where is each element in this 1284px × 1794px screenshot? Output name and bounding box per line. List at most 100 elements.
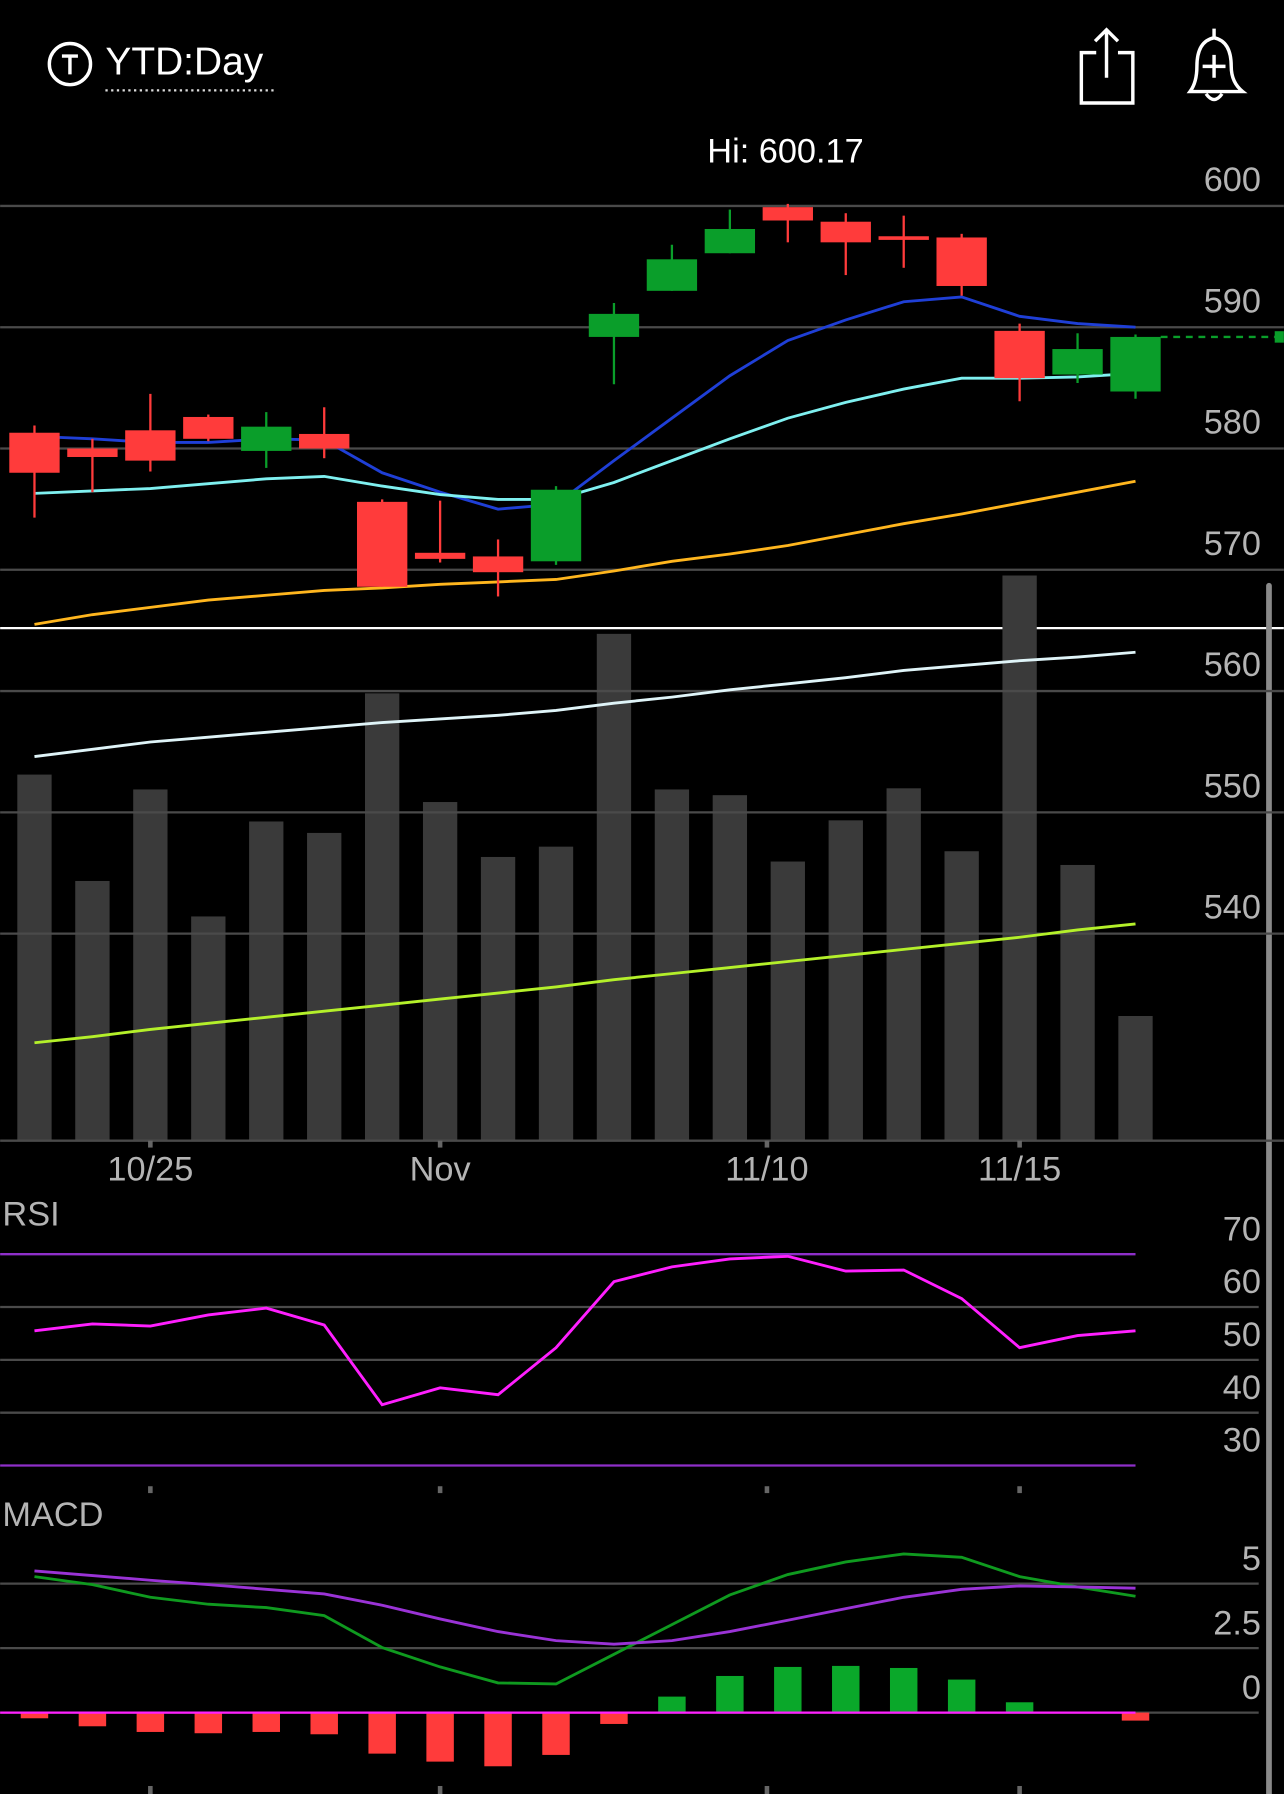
candle-body xyxy=(356,501,408,587)
candle-body xyxy=(67,448,118,457)
candle-body xyxy=(1110,336,1161,392)
timeframe-icon-glyph xyxy=(61,54,78,75)
y-tick-label: 540 xyxy=(1204,889,1261,927)
volume-bar xyxy=(17,774,52,1141)
volume-bar xyxy=(480,856,516,1141)
alert-button[interactable] xyxy=(1186,28,1248,102)
indicator-line xyxy=(34,1254,1136,1407)
volume-bar xyxy=(886,788,921,1141)
histogram-bar xyxy=(20,1712,49,1719)
volume-bar xyxy=(1118,1015,1153,1141)
histogram-bar xyxy=(484,1712,512,1767)
volume-bar xyxy=(75,880,110,1141)
candle-body xyxy=(820,221,871,243)
histogram-bar xyxy=(310,1712,338,1735)
indicator-line xyxy=(34,295,1136,511)
volume-bar xyxy=(596,633,632,1141)
volume-bar xyxy=(249,821,284,1141)
candle-body xyxy=(414,552,466,559)
candle-body xyxy=(762,207,813,221)
candle-body xyxy=(588,313,640,337)
indicator-line xyxy=(34,479,1136,626)
y-tick-label: 40 xyxy=(1223,1369,1261,1407)
bell-outline xyxy=(1186,36,1248,94)
candle-body xyxy=(704,228,756,254)
high-annotation: Hi: 600.17 xyxy=(707,132,863,170)
y-tick-label: 70 xyxy=(1223,1210,1261,1248)
y-tick-label: 0 xyxy=(1242,1669,1261,1707)
volume-bar xyxy=(133,789,168,1141)
y-tick-label: 550 xyxy=(1204,767,1261,805)
candle-body xyxy=(936,237,987,286)
timeframe-button[interactable]: YTD:Day xyxy=(47,40,275,92)
candle-body xyxy=(241,426,292,451)
histogram-bar xyxy=(716,1675,744,1713)
histogram-bar xyxy=(774,1666,802,1713)
x-tick-label: 11/15 xyxy=(978,1151,1061,1189)
volume-bar xyxy=(654,789,690,1141)
y-tick-label: 570 xyxy=(1204,525,1261,563)
histogram-bar xyxy=(889,1667,918,1713)
y-tick-label: 560 xyxy=(1204,646,1261,684)
indicator-line xyxy=(34,1552,1136,1686)
candle-body xyxy=(472,556,524,573)
volume-bar xyxy=(828,820,863,1141)
candle-body xyxy=(530,489,582,562)
y-tick-label: 50 xyxy=(1223,1316,1261,1354)
histogram-bar xyxy=(136,1712,165,1732)
histogram-bar xyxy=(368,1712,396,1754)
histogram-bar xyxy=(1121,1712,1150,1721)
volume-bar xyxy=(307,832,342,1141)
histogram-bar xyxy=(832,1665,860,1713)
candle-body xyxy=(125,430,176,461)
candle-body xyxy=(183,416,234,439)
x-tick-label: 11/10 xyxy=(725,1151,808,1189)
x-tick-label: 10/25 xyxy=(107,1151,193,1189)
histogram-bar xyxy=(600,1712,628,1724)
y-tick-label: 5 xyxy=(1242,1540,1261,1578)
candle-body xyxy=(1052,349,1103,375)
histogram-bar xyxy=(947,1679,976,1713)
panel-title: RSI xyxy=(2,1195,59,1233)
volume-bar xyxy=(422,802,458,1141)
histogram-bar xyxy=(78,1712,107,1727)
y-tick-label: 580 xyxy=(1204,404,1261,442)
y-tick-label: 30 xyxy=(1223,1422,1261,1460)
bell-plus xyxy=(1202,28,1226,102)
timeframe-icon xyxy=(47,41,93,87)
volume-bar xyxy=(538,846,574,1141)
candle-body xyxy=(9,432,60,473)
volume-bar xyxy=(770,861,805,1141)
histogram-bar xyxy=(1005,1702,1034,1713)
y-tick-label: 60 xyxy=(1223,1263,1261,1301)
panel-title: MACD xyxy=(2,1496,103,1534)
volume-bar xyxy=(365,693,400,1141)
timeframe-label: YTD:Day xyxy=(105,40,263,83)
histogram-bar xyxy=(426,1712,454,1762)
candle-body xyxy=(994,330,1045,379)
indicator-line xyxy=(34,922,1136,1045)
y-tick-label: 600 xyxy=(1204,161,1261,199)
share-arrow xyxy=(1093,27,1120,78)
candle-body xyxy=(878,236,929,240)
volume-bar xyxy=(1002,575,1037,1141)
volume-bar xyxy=(944,851,979,1141)
share-box xyxy=(1079,50,1135,105)
candle-body xyxy=(646,259,698,291)
histogram-bar xyxy=(252,1712,280,1732)
histogram-bar xyxy=(542,1712,570,1755)
histogram-bar xyxy=(194,1712,223,1734)
volume-bar xyxy=(191,916,226,1141)
indicator-line xyxy=(34,371,1136,501)
volume-bar xyxy=(1060,864,1095,1141)
share-button[interactable] xyxy=(1079,27,1135,105)
last-price-marker xyxy=(1274,331,1284,343)
indicator-line xyxy=(34,650,1136,758)
indicator-line xyxy=(34,1569,1136,1646)
y-tick-label: 2.5 xyxy=(1213,1604,1261,1642)
histogram-bar xyxy=(658,1696,686,1713)
x-tick-label: Nov xyxy=(410,1151,472,1189)
